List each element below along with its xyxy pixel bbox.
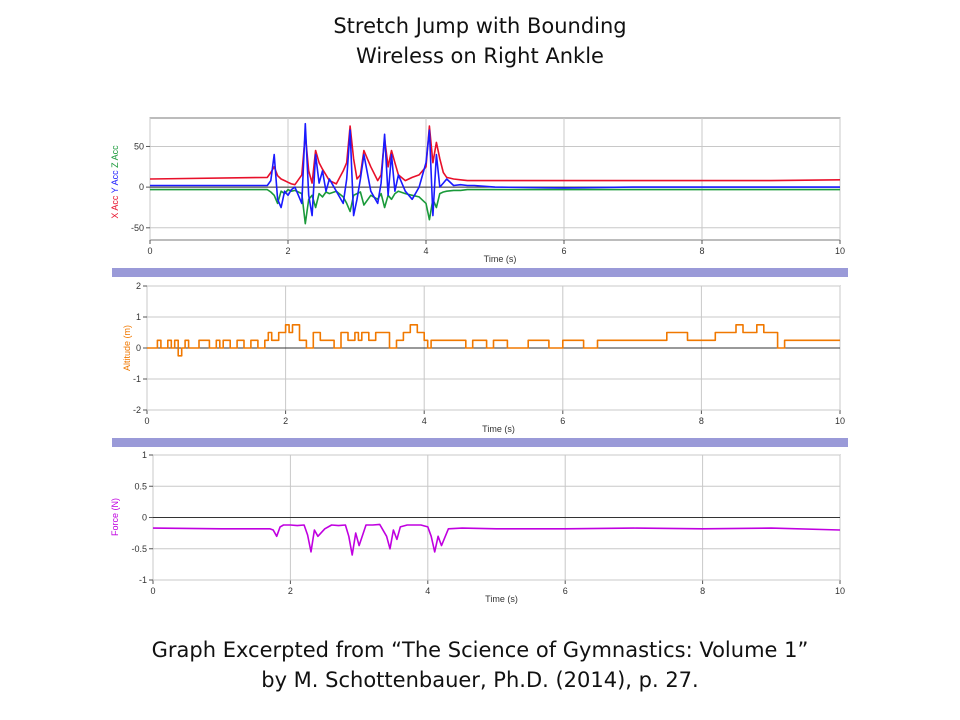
y-tick-label: -2 — [133, 405, 141, 415]
x-tick-label: 2 — [283, 416, 288, 426]
y-tick-label: -1 — [133, 374, 141, 384]
chart-panel-1: 0 2 4 6 8 10 50 0 -50 Time (s) X Acc Y Acc Z Acc — [110, 117, 845, 264]
x-axis-label: Time (s) — [482, 424, 515, 434]
y-tick-label: 50 — [134, 141, 144, 151]
panel-divider — [112, 438, 848, 447]
panel-divider — [112, 268, 848, 277]
x-tick-label: 8 — [700, 586, 705, 596]
chart-panel-3: 0 2 4 6 8 10 1 0.5 0 -0.5 -1 Time (s) Force (N) — [110, 450, 845, 604]
x-tick-label: 8 — [699, 416, 704, 426]
x-tick-label: 0 — [144, 416, 149, 426]
x-axis-label: Time (s) — [485, 594, 518, 604]
y-axis-label: X Acc Y Acc Z Acc — [110, 145, 120, 219]
caption-line2: by M. Schottenbauer, Ph.D. (2014), p. 27… — [261, 668, 699, 692]
x-axis-label: Time (s) — [484, 254, 517, 264]
x-tick-label: 4 — [422, 416, 427, 426]
y-axis-label: Force (N) — [110, 498, 120, 536]
caption-line1: Graph Excerpted from “The Science of Gym… — [151, 638, 809, 662]
y-tick-label: -50 — [131, 223, 144, 233]
x-tick-label: 10 — [835, 416, 845, 426]
x-tick-label: 0 — [150, 586, 155, 596]
y-tick-label: 1 — [142, 450, 147, 460]
x-tick-label: 2 — [288, 586, 293, 596]
series-line-z-acc — [150, 188, 840, 225]
x-tick-label: 6 — [561, 246, 566, 256]
y-tick-label: 0 — [136, 343, 141, 353]
x-tick-label: 4 — [423, 246, 428, 256]
x-tick-label: 2 — [285, 246, 290, 256]
series-line-y-acc — [150, 122, 840, 217]
y-tick-label: 1 — [136, 312, 141, 322]
x-tick-label: 10 — [835, 586, 845, 596]
y-axis-label-part: Y Acc — [110, 170, 120, 196]
y-tick-label: -1 — [139, 575, 147, 585]
y-axis-label-part: X Acc — [110, 195, 120, 219]
series-line-panel3 — [152, 523, 841, 556]
chart-title-line2: Wireless on Right Ankle — [356, 44, 604, 68]
y-axis-label-part: Z Acc — [110, 145, 120, 171]
y-tick-label: 0.5 — [134, 481, 147, 491]
x-tick-label: 8 — [699, 246, 704, 256]
series-line-x-acc — [149, 125, 841, 186]
plot-area — [149, 117, 841, 241]
series-line-panel2 — [147, 324, 840, 357]
y-tick-label: 2 — [136, 281, 141, 291]
y-tick-label: 0 — [142, 513, 147, 523]
y-tick-label: -0.5 — [131, 544, 147, 554]
x-tick-label: 6 — [560, 416, 565, 426]
chart-title-line1: Stretch Jump with Bounding — [333, 14, 627, 38]
y-axis-label: Altitude (m) — [122, 325, 132, 371]
y-tick-label: 0 — [139, 182, 144, 192]
x-tick-label: 0 — [147, 246, 152, 256]
x-tick-label: 6 — [563, 586, 568, 596]
x-tick-label: 4 — [425, 586, 430, 596]
x-tick-label: 10 — [835, 246, 845, 256]
